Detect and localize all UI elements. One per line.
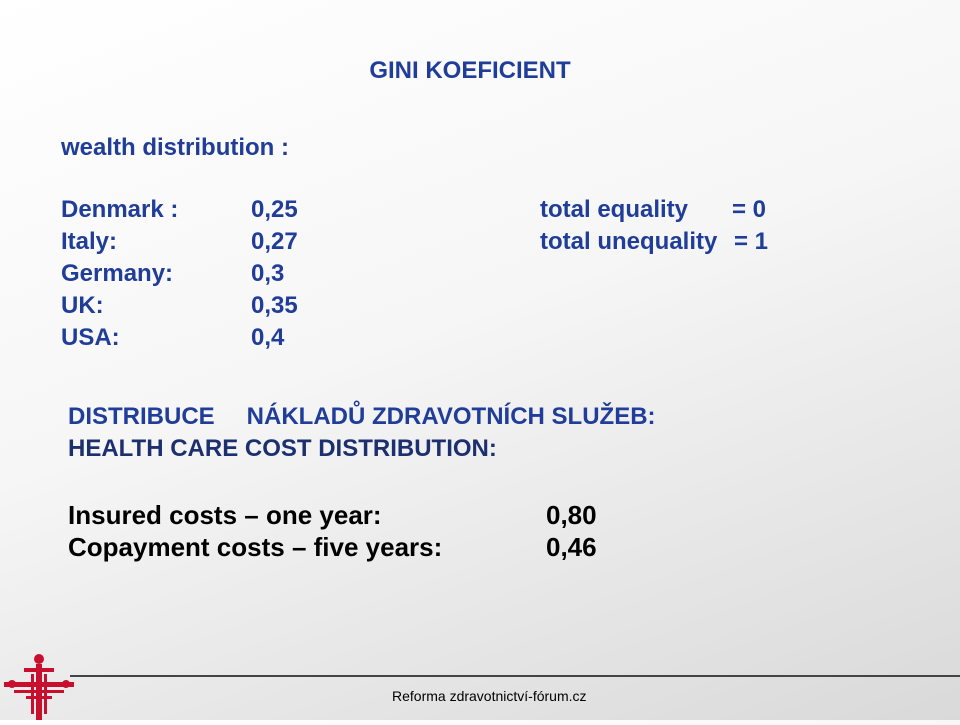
footer-divider — [70, 675, 960, 677]
cost-label: Copayment costs – five years: — [68, 532, 443, 562]
heading-english: HEALTH CARE COST DISTRIBUTION: — [68, 435, 497, 462]
country-name: UK: — [61, 292, 104, 319]
heading-czech: DISTRIBUCE NÁKLADŮ ZDRAVOTNÍCH SLUŽEB: — [68, 403, 656, 431]
country-gini-value: 0,27 — [251, 228, 298, 255]
country-gini-value: 0,35 — [251, 292, 298, 319]
medical-cross-logo-icon — [4, 652, 74, 720]
slide-subtitle: wealth distribution : — [61, 134, 289, 161]
country-gini-value: 0,4 — [251, 324, 285, 351]
cost-value: 0,46 — [546, 532, 597, 562]
country-name: Denmark : — [61, 196, 179, 223]
cost-label: Insured costs – one year: — [68, 500, 382, 530]
country-gini-value: 0,3 — [251, 260, 285, 287]
heading-czech-word: DISTRIBUCE — [68, 403, 215, 430]
slide-title: GINI KOEFICIENT — [369, 57, 571, 84]
country-gini-value: 0,25 — [251, 196, 298, 223]
legend-label: total unequality — [540, 228, 718, 255]
legend-value: = 0 — [732, 196, 767, 223]
footer-source: Reforma zdravotnictví-fórum.cz — [392, 688, 587, 704]
country-name: Italy: — [61, 228, 118, 255]
cost-value: 0,80 — [546, 500, 597, 530]
country-name: USA: — [61, 324, 120, 351]
legend-label: total equality — [540, 196, 689, 223]
country-name: Germany: — [61, 260, 174, 287]
legend-value: = 1 — [734, 228, 769, 255]
heading-czech-rest: NÁKLADŮ ZDRAVOTNÍCH SLUŽEB: — [246, 403, 656, 430]
cost-distribution-heading: DISTRIBUCE NÁKLADŮ ZDRAVOTNÍCH SLUŽEB: HE… — [68, 403, 656, 463]
